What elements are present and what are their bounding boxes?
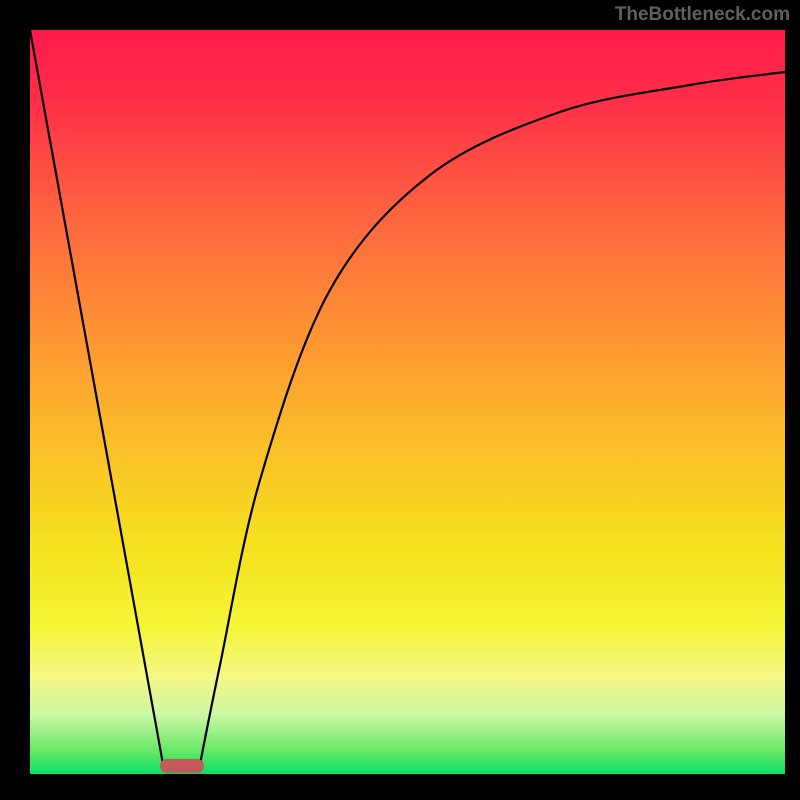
optimal-marker <box>160 759 204 773</box>
bottleneck-chart <box>0 0 800 800</box>
chart-container: TheBottleneck.com <box>0 0 800 800</box>
plot-background <box>30 30 785 774</box>
watermark-text: TheBottleneck.com <box>615 4 790 26</box>
